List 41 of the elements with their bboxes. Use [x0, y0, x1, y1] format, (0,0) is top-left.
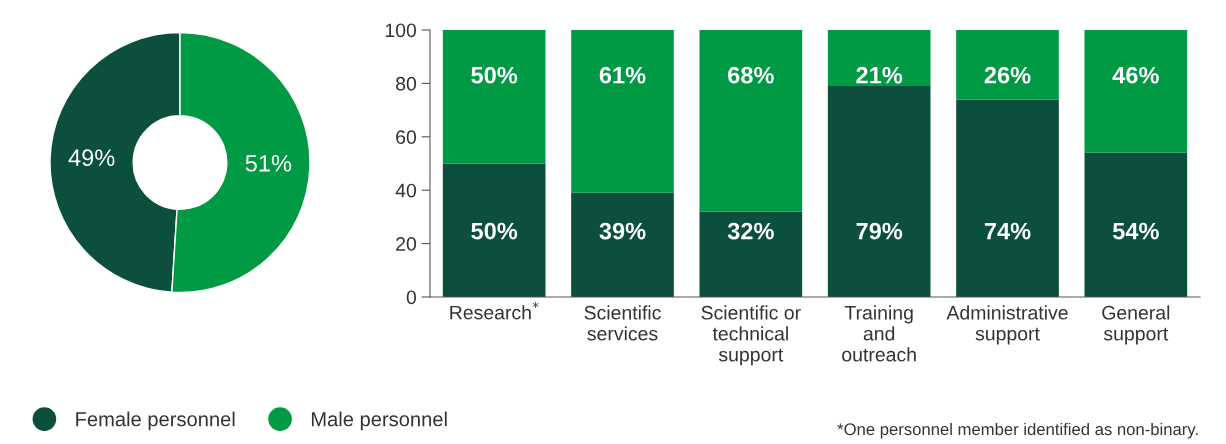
data-label: 50% [471, 222, 518, 240]
x-tick-label: Scientific or technical support [701, 305, 801, 366]
data-label: 74% [984, 222, 1031, 240]
text: *One personnel member identified as non-binary. [837, 422, 1198, 439]
bar [827, 30, 931, 87]
bar [442, 30, 546, 164]
y-tick-label: 60 [396, 130, 417, 145]
data-label: 50% [471, 66, 518, 84]
legend-label: Male personnel [311, 411, 447, 431]
data-label: 49% [68, 149, 115, 167]
data-label: 68% [728, 66, 774, 84]
x-tick-label: General support [1102, 305, 1170, 345]
legend-label: Female personnel [76, 411, 235, 431]
data-label: 46% [1112, 66, 1159, 84]
data-label: 54% [1112, 222, 1159, 240]
data-label: 79% [856, 222, 903, 240]
y-tick-label: 40 [395, 183, 417, 198]
y-tick-label: 0 [406, 290, 417, 305]
bar [571, 192, 674, 297]
bar [699, 211, 803, 297]
bar [571, 30, 674, 193]
data-label: 61% [599, 66, 646, 84]
x-tick-label: Scientific services [584, 305, 661, 341]
bar [442, 163, 546, 297]
x-tick-label: Administrative support [946, 305, 1068, 345]
bar [956, 30, 1059, 100]
y-tick-label: 20 [396, 237, 417, 251]
bar [1084, 152, 1188, 297]
bar [699, 30, 803, 212]
y-tick-label: 80 [396, 76, 417, 91]
data-label: 32% [727, 222, 774, 240]
bar [827, 86, 931, 297]
x-tick-label: Research$^{*}$ [450, 301, 539, 320]
bar [1084, 30, 1188, 153]
x-tick-label: Training and outreach [842, 305, 916, 362]
data-label: 39% [599, 222, 646, 240]
y-tick-label: 100 [385, 23, 417, 38]
data-label: 51% [245, 155, 292, 172]
data-label: 26% [984, 66, 1031, 84]
data-label: 21% [856, 66, 903, 84]
bar [956, 99, 1059, 297]
